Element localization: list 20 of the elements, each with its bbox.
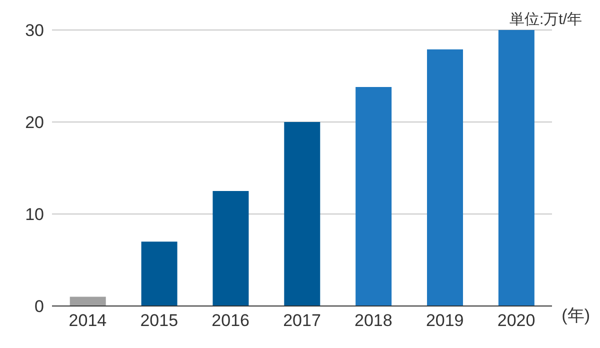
- bar: [212, 191, 249, 306]
- x-tick-label: 2015: [140, 311, 178, 330]
- bar: [70, 296, 106, 306]
- bar: [498, 30, 534, 306]
- bar: [141, 242, 178, 306]
- bar: [284, 122, 320, 306]
- y-tick-label: 30: [25, 21, 44, 40]
- x-tick-label: 2017: [283, 311, 321, 330]
- x-tick-label: 2016: [212, 311, 250, 330]
- x-axis-title: (年): [562, 306, 590, 325]
- x-tick-label: 2014: [68, 311, 107, 330]
- x-tick-label: 2018: [354, 311, 392, 330]
- y-tick-label: 0: [34, 297, 44, 316]
- y-tick-label: 10: [25, 205, 44, 224]
- x-tick-label: 2020: [497, 311, 536, 330]
- y-tick-label: 20: [25, 113, 44, 132]
- x-tick-label: 2019: [426, 311, 464, 330]
- bar: [356, 87, 392, 306]
- bar: [427, 49, 463, 306]
- y-axis-title: 単位:万t/年: [509, 11, 582, 28]
